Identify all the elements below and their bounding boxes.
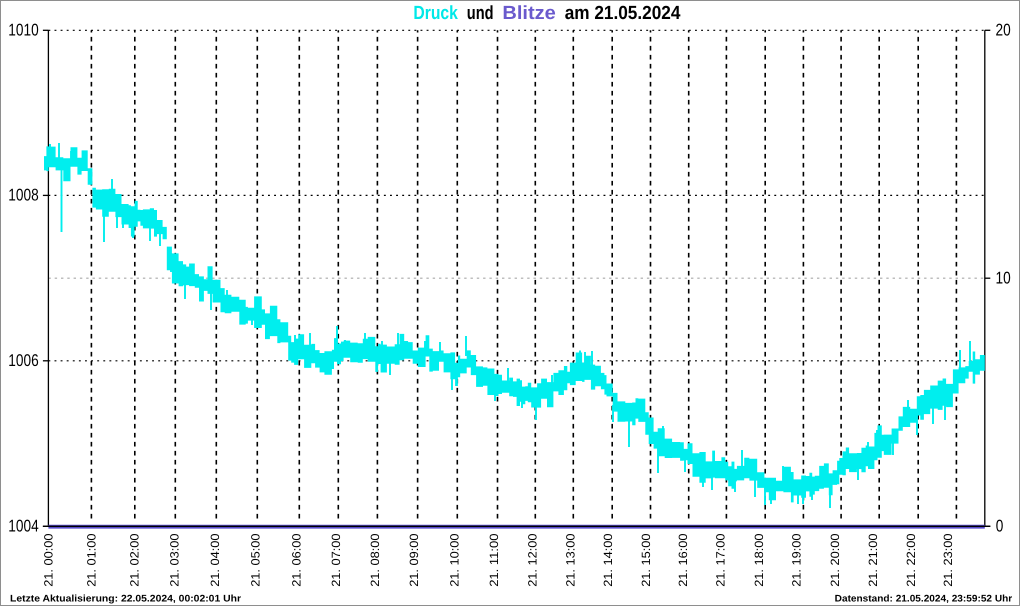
svg-text:21. 09:00: 21. 09:00 (407, 533, 421, 587)
svg-text:21. 01:00: 21. 01:00 (85, 533, 99, 587)
svg-text:21. 00:00: 21. 00:00 (41, 533, 55, 587)
svg-text:21. 11:00: 21. 11:00 (487, 533, 501, 587)
svg-text:21. 17:00: 21. 17:00 (713, 533, 727, 587)
svg-text:21. 08:00: 21. 08:00 (368, 533, 382, 587)
svg-text:21. 07:00: 21. 07:00 (329, 533, 343, 587)
svg-text:21. 19:00: 21. 19:00 (790, 533, 804, 587)
svg-text:21. 20:00: 21. 20:00 (828, 533, 842, 587)
svg-text:0: 0 (996, 517, 1004, 536)
svg-text:1010: 1010 (8, 21, 38, 40)
svg-text:am 21.05.2024: am 21.05.2024 (565, 3, 681, 24)
svg-text:21. 06:00: 21. 06:00 (290, 533, 304, 587)
svg-text:21. 13:00: 21. 13:00 (563, 533, 577, 587)
svg-text:21. 04:00: 21. 04:00 (208, 533, 222, 587)
svg-text:21. 02:00: 21. 02:00 (127, 533, 141, 587)
svg-text:21. 21:00: 21. 21:00 (866, 533, 880, 587)
svg-text:21. 10:00: 21. 10:00 (447, 533, 461, 587)
svg-text:Blitze: Blitze (502, 3, 555, 24)
svg-text:21. 15:00: 21. 15:00 (639, 533, 653, 587)
svg-text:21. 22:00: 21. 22:00 (904, 533, 918, 587)
svg-text:1008: 1008 (8, 186, 38, 205)
svg-text:21. 16:00: 21. 16:00 (676, 533, 690, 587)
svg-text:21. 14:00: 21. 14:00 (601, 533, 615, 587)
svg-text:21. 05:00: 21. 05:00 (249, 533, 263, 587)
svg-text:Letzte Aktualisierung: 22.05.2: Letzte Aktualisierung: 22.05.2024, 00:02… (10, 594, 241, 605)
svg-text:21. 23:00: 21. 23:00 (941, 533, 955, 587)
svg-text:1004: 1004 (8, 517, 38, 536)
svg-text:21. 18:00: 21. 18:00 (752, 533, 766, 587)
svg-text:10: 10 (996, 269, 1011, 288)
svg-text:20: 20 (996, 21, 1011, 40)
svg-text:21. 03:00: 21. 03:00 (167, 533, 181, 587)
svg-text:Druck: Druck (413, 3, 458, 24)
svg-text:1006: 1006 (8, 351, 38, 370)
svg-text:und: und (467, 3, 494, 24)
svg-text:21. 12:00: 21. 12:00 (525, 533, 539, 587)
svg-text:Datenstand: 21.05.2024, 23:59:: Datenstand: 21.05.2024, 23:59:52 Uhr (835, 594, 1013, 605)
